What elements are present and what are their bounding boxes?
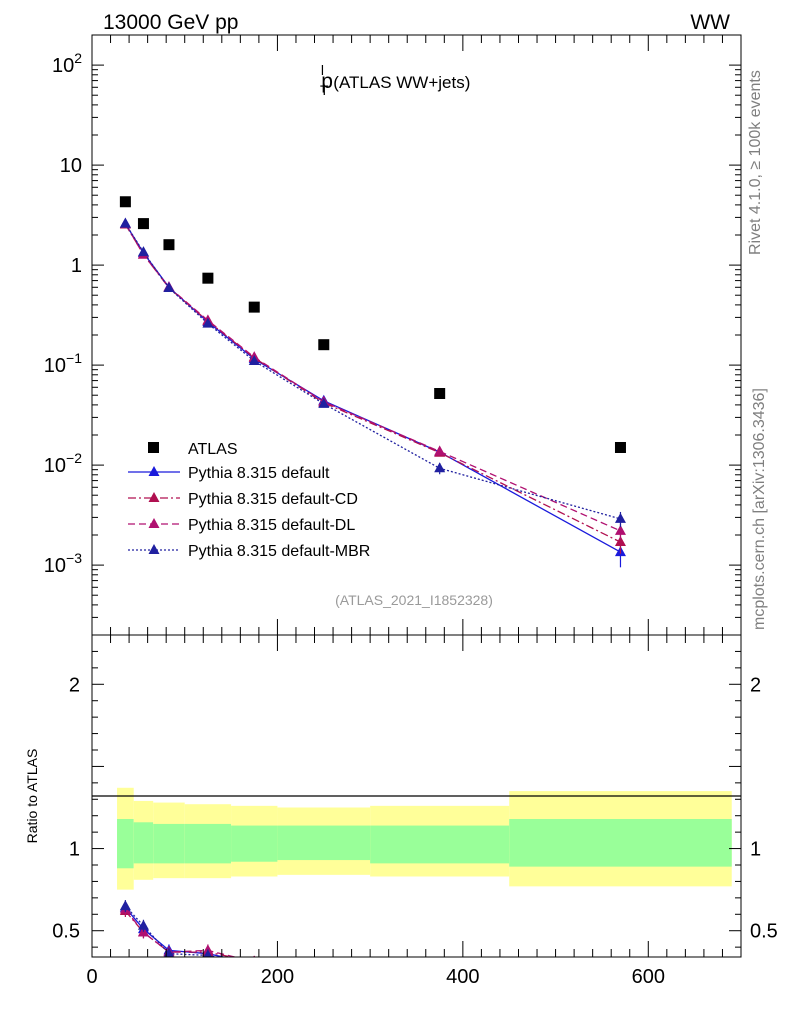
tick-exponent: 2 bbox=[74, 50, 82, 66]
data-point-atlas bbox=[248, 301, 260, 313]
stat-uncertainty-band bbox=[231, 825, 278, 862]
data-point-pythia-8-315-default-mbr bbox=[434, 462, 446, 473]
legend-label-dl: Pythia 8.315 default-DL bbox=[188, 517, 355, 534]
ratio-y-label: Ratio to ATLAS bbox=[24, 749, 40, 844]
legend-marker-cd bbox=[148, 492, 160, 502]
legend-marker-dl bbox=[148, 518, 160, 528]
ratio-y-tick-label-right: 0.5 bbox=[750, 921, 778, 943]
y-tick-label: 10−2 bbox=[44, 450, 82, 477]
y-tick-label: 102 bbox=[52, 50, 82, 77]
legend-entry-dl: Pythia 8.315 default-DL bbox=[128, 517, 355, 534]
data-point-pythia-8-315-default-mbr bbox=[614, 512, 626, 523]
ratio-frame bbox=[91, 634, 742, 958]
y-tick-label: 10−3 bbox=[44, 550, 82, 577]
data-point-pythia-8-315-default-mbr bbox=[248, 354, 260, 365]
tick-exponent: −3 bbox=[66, 550, 82, 566]
analysis-id: (ATLAS_2021_I1852328) bbox=[335, 592, 493, 608]
stat-uncertainty-band bbox=[133, 822, 154, 864]
stat-uncertainty-band bbox=[509, 819, 732, 867]
data-point-pythia-8-315-default-dl bbox=[434, 445, 446, 456]
tick-base: 10 bbox=[44, 555, 66, 577]
data-point-pythia-8-315-default-mbr bbox=[119, 217, 131, 228]
legend-entry-mbr: Pythia 8.315 default-MBR bbox=[128, 543, 370, 560]
rivet-label: Rivet 4.1.0, ≥ 100k events bbox=[747, 70, 764, 255]
ratio-y-ticks: 2 2 1 1 0.5 0.5 bbox=[52, 650, 778, 948]
ratio-point-pythia-8-315-default-mbr bbox=[119, 900, 131, 911]
stat-uncertainty-band bbox=[184, 823, 232, 864]
ratio-point-pythia-8-315-default-mbr bbox=[137, 919, 149, 930]
x-tick-labels: 0 200 400 600 bbox=[86, 966, 665, 988]
header-left: 13000 GeV pp bbox=[103, 11, 238, 34]
ratio-bands bbox=[117, 787, 732, 890]
data-point-pythia-8-315-default-mbr bbox=[202, 317, 214, 328]
legend-entry-atlas: ATLAS bbox=[148, 441, 238, 458]
x-tick-label: 0 bbox=[86, 966, 97, 988]
mcplots-label: mcplots.cern.ch [arXiv:1306.3436] bbox=[751, 388, 768, 630]
ratio-y-tick-label-left: 1 bbox=[69, 839, 80, 861]
ratio-point-pythia-8-315-default-mbr bbox=[203, 949, 213, 957]
title-superscript: l bbox=[321, 62, 324, 78]
ratio-series bbox=[119, 900, 255, 957]
tick-base: 10 bbox=[44, 355, 66, 377]
legend: ATLAS Pythia 8.315 default Pythia 8.315 … bbox=[128, 441, 370, 560]
legend-marker-mbr bbox=[148, 544, 160, 554]
ratio-line-pythia-8-315-default-mbr bbox=[124, 905, 219, 957]
stat-uncertainty-band bbox=[117, 819, 134, 869]
data-point-atlas bbox=[137, 218, 149, 230]
legend-marker-default bbox=[148, 466, 160, 476]
series-line-pythia-8-315-default-mbr bbox=[124, 223, 621, 520]
tick-base: 10 bbox=[52, 55, 74, 77]
legend-label-default: Pythia 8.315 default bbox=[188, 465, 330, 482]
title-subscript: T bbox=[320, 82, 329, 98]
title-rest: (ATLAS WW+jets) bbox=[329, 73, 471, 92]
header-right: WW bbox=[690, 11, 730, 34]
title-main: p bbox=[321, 70, 333, 93]
tick-base: 10 bbox=[44, 455, 66, 477]
y-tick-label: 10−1 bbox=[44, 350, 82, 377]
legend-label-cd: Pythia 8.315 default-CD bbox=[188, 491, 358, 508]
main-x-ticks bbox=[91, 35, 742, 635]
stat-uncertainty-band bbox=[277, 825, 371, 861]
stat-uncertainty-band bbox=[153, 823, 185, 864]
series-line-pythia-8-315-default-dl bbox=[124, 223, 621, 532]
ratio-x-ticks bbox=[91, 635, 742, 957]
data-point-pythia-8-315-default-mbr bbox=[318, 397, 330, 408]
plot-title: pl T (ATLAS WW+jets) bbox=[320, 62, 470, 98]
legend-entry-default: Pythia 8.315 default bbox=[128, 465, 330, 482]
data-point-pythia-8-315-default-mbr bbox=[163, 282, 175, 293]
ratio-y-tick-label-right: 2 bbox=[750, 674, 761, 696]
legend-entry-cd: Pythia 8.315 default-CD bbox=[128, 491, 358, 508]
stat-uncertainty-band bbox=[370, 825, 510, 864]
data-point-atlas bbox=[614, 441, 626, 453]
data-point-atlas bbox=[163, 239, 175, 251]
ratio-y-tick-label-right: 1 bbox=[750, 839, 761, 861]
data-point-atlas bbox=[318, 339, 330, 351]
y-tick-label: 1 bbox=[71, 255, 82, 277]
ratio-y-tick-label-left: 0.5 bbox=[52, 921, 80, 943]
x-tick-label: 400 bbox=[446, 966, 479, 988]
legend-label-atlas: ATLAS bbox=[188, 441, 238, 458]
data-point-pythia-8-315-default-mbr bbox=[137, 246, 149, 257]
data-point-pythia-8-315-default-dl bbox=[614, 524, 626, 535]
y-tick-label: 10 bbox=[60, 155, 82, 177]
x-tick-label: 200 bbox=[261, 966, 294, 988]
ratio-y-tick-label-left: 2 bbox=[69, 674, 80, 696]
data-point-atlas bbox=[119, 196, 131, 208]
main-series bbox=[119, 196, 626, 568]
legend-label-mbr: Pythia 8.315 default-MBR bbox=[188, 543, 370, 560]
tick-exponent: −2 bbox=[66, 450, 82, 466]
legend-marker-atlas bbox=[148, 442, 159, 453]
data-point-atlas bbox=[434, 388, 446, 400]
series-line-pythia-8-315-default-cd bbox=[124, 224, 621, 543]
data-point-pythia-8-315-default-cd bbox=[614, 536, 626, 547]
data-point-atlas bbox=[202, 272, 214, 284]
tick-exponent: −1 bbox=[66, 350, 82, 366]
ratio-panel: 2 2 1 1 0.5 0.5 Ratio to ATLAS bbox=[24, 634, 778, 958]
x-tick-label: 600 bbox=[632, 966, 665, 988]
